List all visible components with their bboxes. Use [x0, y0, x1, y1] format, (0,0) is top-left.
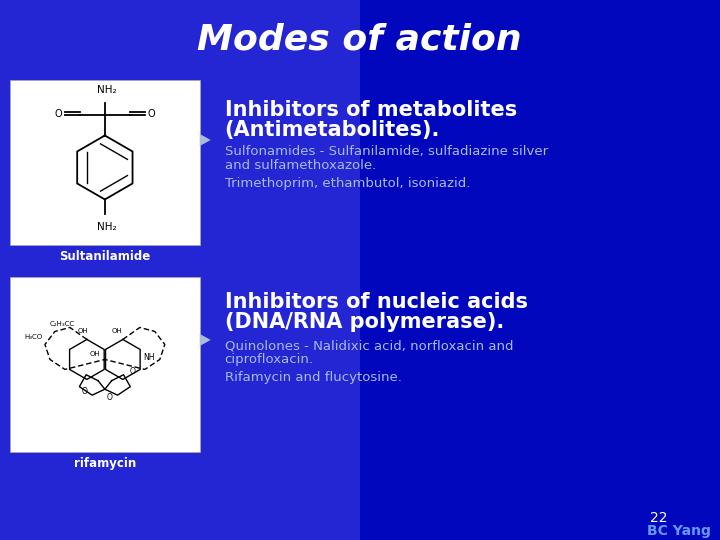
- Text: H₃CO: H₃CO: [24, 334, 43, 340]
- Text: Sulfonamides - Sulfanilamide, sulfadiazine silver: Sulfonamides - Sulfanilamide, sulfadiazi…: [225, 145, 548, 158]
- Text: rifamycin: rifamycin: [73, 457, 136, 470]
- Text: NH₂: NH₂: [97, 85, 117, 96]
- Bar: [10, 277, 199, 452]
- Text: Inhibitors of metabolites: Inhibitors of metabolites: [225, 100, 517, 120]
- Text: Inhibitors of nucleic acids: Inhibitors of nucleic acids: [225, 292, 528, 312]
- Polygon shape: [199, 134, 211, 146]
- Text: OH: OH: [78, 328, 89, 334]
- Text: (DNA/RNA polymerase).: (DNA/RNA polymerase).: [225, 312, 504, 332]
- Text: C₂H₃CC: C₂H₃CC: [50, 321, 75, 327]
- Text: 22: 22: [650, 511, 668, 525]
- Bar: [10, 80, 199, 245]
- Text: Sultanilamide: Sultanilamide: [59, 251, 150, 264]
- Text: OH: OH: [112, 328, 122, 334]
- Text: OH: OH: [89, 352, 100, 357]
- Text: Modes of action: Modes of action: [197, 23, 522, 57]
- Text: Rifamycin and flucytosine.: Rifamycin and flucytosine.: [225, 372, 402, 384]
- Text: BC Yang: BC Yang: [647, 524, 711, 538]
- Text: and sulfamethoxazole.: and sulfamethoxazole.: [225, 159, 376, 172]
- Polygon shape: [199, 334, 211, 346]
- Text: (Antimetabolites).: (Antimetabolites).: [225, 120, 440, 140]
- Text: O: O: [82, 387, 88, 396]
- Text: NH: NH: [143, 353, 154, 362]
- Text: NH₂: NH₂: [97, 222, 117, 233]
- Text: O: O: [148, 110, 156, 119]
- Text: Trimethoprim, ethambutol, isoniazid.: Trimethoprim, ethambutol, isoniazid.: [225, 178, 470, 191]
- Text: ciprofloxacin.: ciprofloxacin.: [225, 354, 314, 367]
- Text: O: O: [130, 367, 136, 376]
- Text: O: O: [54, 110, 62, 119]
- Text: Quinolones - Nalidixic acid, norfloxacin and: Quinolones - Nalidixic acid, norfloxacin…: [225, 340, 513, 353]
- Text: O: O: [107, 393, 113, 402]
